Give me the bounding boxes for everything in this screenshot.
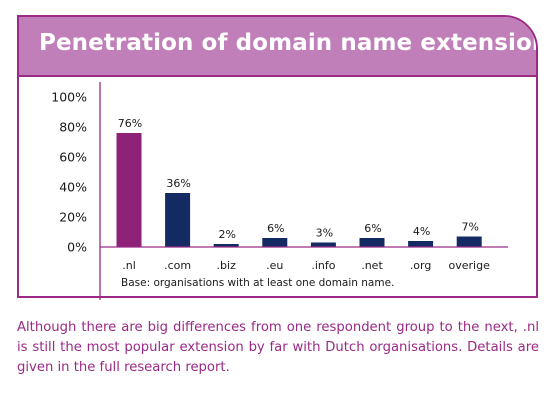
value-label: 2%: [218, 228, 235, 241]
value-label: 76%: [118, 117, 142, 130]
bar: [310, 242, 336, 247]
bar: [116, 133, 142, 247]
category-label: .net: [361, 259, 383, 272]
category-label: .info: [311, 259, 335, 272]
category-label: .org: [410, 259, 432, 272]
y-tick-label: 60%: [59, 150, 87, 165]
y-tick-label: 80%: [59, 120, 87, 135]
y-tick-label: 100%: [51, 90, 87, 105]
bar: [359, 238, 385, 247]
category-label: .biz: [217, 259, 237, 272]
value-label: 6%: [267, 222, 284, 235]
value-label: 4%: [413, 225, 430, 238]
chart-header: Penetration of domain name extensions: [19, 17, 536, 77]
value-label: 7%: [461, 221, 478, 234]
bar: [408, 241, 434, 247]
bar: [262, 238, 288, 247]
bar: [213, 244, 239, 247]
y-tick-label: 0%: [67, 240, 87, 255]
caption-text: Although there are big differences from …: [17, 320, 539, 375]
value-label: 36%: [166, 177, 190, 190]
category-label: overige: [449, 259, 491, 272]
y-tick-label: 20%: [59, 210, 87, 225]
category-label: .nl: [122, 259, 136, 272]
bar: [165, 193, 191, 247]
y-tick-label: 40%: [59, 180, 87, 195]
chart-title: Penetration of domain name extensions: [39, 30, 538, 56]
category-label: .eu: [266, 259, 283, 272]
category-label: .com: [164, 259, 191, 272]
value-label: 3%: [316, 227, 333, 240]
chart-card: Penetration of domain name extensions: [17, 15, 538, 298]
base-note: Base: organisations with at least one do…: [121, 277, 394, 289]
value-label: 6%: [364, 222, 381, 235]
bar: [456, 236, 482, 247]
